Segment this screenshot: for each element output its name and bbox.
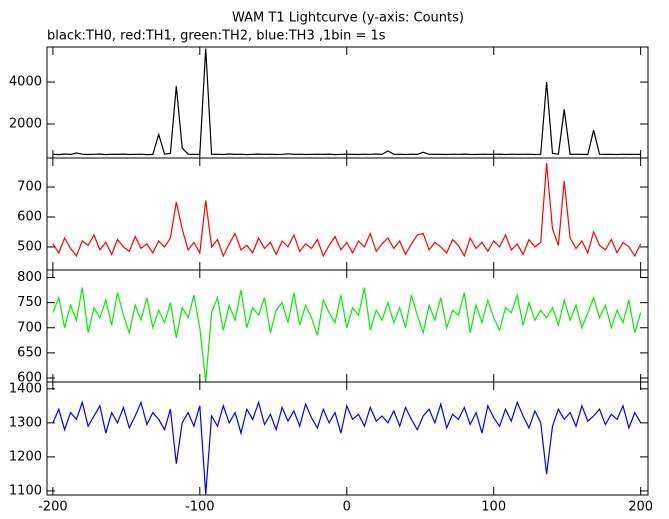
y-tick-label: 1200 [9, 449, 42, 464]
y-tick-label: 600 [17, 370, 42, 385]
y-tick-label: 500 [17, 239, 42, 254]
x-tick-label: -200 [38, 500, 68, 515]
y-tick-label: 700 [17, 320, 42, 335]
y-tick-label: 2000 [9, 117, 42, 132]
y-tick-label: 600 [17, 209, 42, 224]
panel-frame [46, 381, 649, 496]
y-tick-label: 1100 [9, 483, 42, 498]
x-tick-label: -100 [185, 500, 215, 515]
panel-frame [46, 46, 649, 159]
series-line [52, 400, 642, 495]
series-line [52, 48, 641, 156]
series-line [52, 163, 642, 258]
chart-subtitle: black:TH0, red:TH1, green:TH2, blue:TH3 … [47, 29, 386, 44]
series-line [52, 287, 642, 382]
x-tick-label: 100 [481, 500, 506, 515]
y-tick-label: 4000 [9, 75, 42, 90]
x-tick-label: 0 [343, 500, 351, 515]
y-tick-label: 800 [17, 270, 42, 285]
panel-frame [46, 157, 649, 271]
y-tick-label: 1300 [9, 415, 42, 430]
y-tick-label: 650 [17, 345, 42, 360]
y-tick-label: 750 [17, 295, 42, 310]
x-tick-label: 200 [628, 500, 653, 515]
chart-title: WAM T1 Lightcurve (y-axis: Counts) [232, 11, 464, 26]
y-tick-label: 700 [17, 180, 42, 195]
y-tick-label: 1400 [9, 381, 42, 396]
